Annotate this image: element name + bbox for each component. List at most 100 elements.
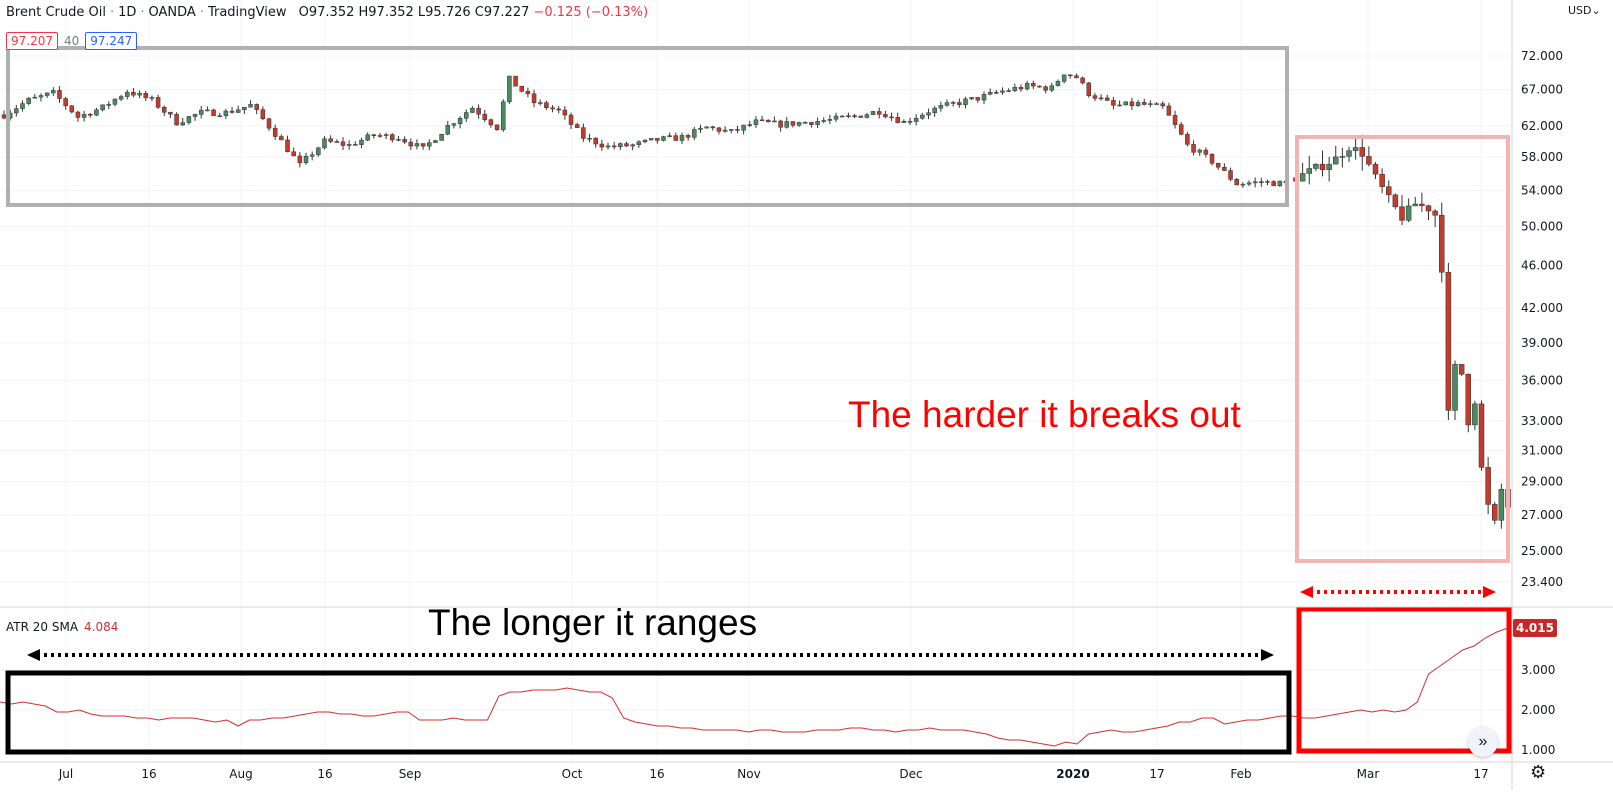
candle-down xyxy=(143,93,149,99)
candle-down xyxy=(1379,173,1385,187)
candle-up xyxy=(803,122,808,124)
close-value: C97.227 xyxy=(474,5,530,20)
candle-down xyxy=(975,97,981,101)
buy-price-button[interactable]: 97.247 xyxy=(85,32,138,50)
candle-up xyxy=(901,121,907,123)
candle-down xyxy=(1,114,7,119)
candle-down xyxy=(229,110,235,113)
candle-up xyxy=(205,109,210,112)
candle-down xyxy=(685,135,691,138)
candle-up xyxy=(1405,205,1412,221)
candle-down xyxy=(1092,95,1098,99)
candle-down xyxy=(1432,210,1438,216)
candle-up xyxy=(414,143,420,147)
currency-selector[interactable]: USD⌄ xyxy=(1568,4,1601,17)
interval[interactable]: 1D xyxy=(118,5,137,20)
candle-down xyxy=(1372,163,1379,175)
candle-down xyxy=(655,138,660,141)
open-value: O97.352 xyxy=(298,5,355,20)
time-tick-label: Oct xyxy=(562,767,583,781)
candle-up xyxy=(636,141,642,145)
price-tick-label: 46.000 xyxy=(1521,259,1563,273)
candle-down xyxy=(155,97,161,108)
price-tick-label: 62.000 xyxy=(1521,119,1563,133)
candle-down xyxy=(1445,271,1452,411)
candle-down xyxy=(1439,214,1445,273)
candle-down xyxy=(525,91,531,95)
candle-down xyxy=(340,141,346,146)
chevron-down-icon: ⌄ xyxy=(1591,4,1601,17)
candle-up xyxy=(987,91,993,95)
candle-up xyxy=(112,98,118,105)
annotation-boxes xyxy=(5,46,1512,755)
atr-line xyxy=(0,627,1509,747)
ohlc-values: O97.352 H97.352 L95.726 C97.227 −0.125 (… xyxy=(299,5,648,20)
settings-button[interactable]: ⚙ xyxy=(1530,762,1546,783)
candle-up xyxy=(722,129,728,132)
candle-down xyxy=(1222,166,1227,171)
axes: 72.000 67.000 62.000 58.000 54.000 50.000 46.0… xyxy=(0,0,1613,790)
candle-up xyxy=(661,136,666,141)
breakout-annotation: The harder it breaks out xyxy=(848,394,1241,435)
scroll-to-realtime-button[interactable]: » xyxy=(1468,727,1498,757)
candle-down xyxy=(266,118,272,129)
candle-up xyxy=(747,124,753,126)
time-tick-label: Dec xyxy=(899,767,922,781)
candle-down xyxy=(1478,403,1485,468)
indicator-name: ATR 20 SMA xyxy=(6,620,79,634)
candle-up xyxy=(248,104,253,108)
high-value: H97.352 xyxy=(358,5,414,20)
candle-up xyxy=(963,98,968,105)
candle-down xyxy=(1141,102,1147,105)
candle-down xyxy=(581,127,586,139)
candle-down xyxy=(1105,97,1110,101)
price-tick-label: 23.400 xyxy=(1521,575,1563,589)
candle-down xyxy=(1234,179,1239,186)
time-tick-label: Mar xyxy=(1357,767,1380,781)
candle-up xyxy=(587,137,592,140)
candle-down xyxy=(63,98,68,107)
candle-up xyxy=(618,143,623,148)
candle-up xyxy=(913,118,919,122)
candle-down xyxy=(624,143,629,147)
candle-up xyxy=(1299,173,1306,182)
candle-up xyxy=(38,95,44,98)
candle-down xyxy=(1271,181,1276,187)
candle-up xyxy=(32,96,38,99)
atr-tick-label: 1.000 xyxy=(1521,743,1555,757)
candle-down xyxy=(353,144,358,146)
candle-down xyxy=(168,111,173,115)
indicator-legend[interactable]: ATR 20 SMA 4.084 xyxy=(6,620,118,634)
candle-down xyxy=(88,113,93,116)
candle-up xyxy=(827,118,833,121)
candle-down xyxy=(1492,504,1498,521)
candle-up xyxy=(1265,181,1270,183)
trade-badges: 97.207 40 97.247 xyxy=(6,32,138,50)
candle-up xyxy=(926,112,931,116)
candle-down xyxy=(766,119,771,123)
candle-up xyxy=(439,133,444,141)
candle-down xyxy=(790,121,796,126)
symbol-name[interactable]: Brent Crude Oil xyxy=(6,5,106,20)
candle-up xyxy=(309,154,315,157)
time-tick-label: 16 xyxy=(317,767,332,781)
candle-up xyxy=(149,97,155,99)
candle-up xyxy=(125,91,130,97)
exchange: OANDA xyxy=(148,5,196,20)
sell-price-button[interactable]: 97.207 xyxy=(6,32,58,50)
candle-up xyxy=(1012,87,1018,91)
candle-down xyxy=(1172,115,1178,125)
candle-up xyxy=(1000,90,1005,93)
double-chevron-right-icon: » xyxy=(1478,733,1488,750)
candle-up xyxy=(359,139,364,145)
candle-down xyxy=(69,105,75,113)
candle-down xyxy=(291,151,296,157)
candle-up xyxy=(235,109,241,113)
candle-up xyxy=(1277,180,1283,187)
candle-down xyxy=(759,119,765,122)
change-value: −0.125 (−0.13%) xyxy=(533,5,649,20)
candle-down xyxy=(1228,170,1233,180)
candle-up xyxy=(1246,182,1252,185)
candle-up xyxy=(118,96,124,100)
